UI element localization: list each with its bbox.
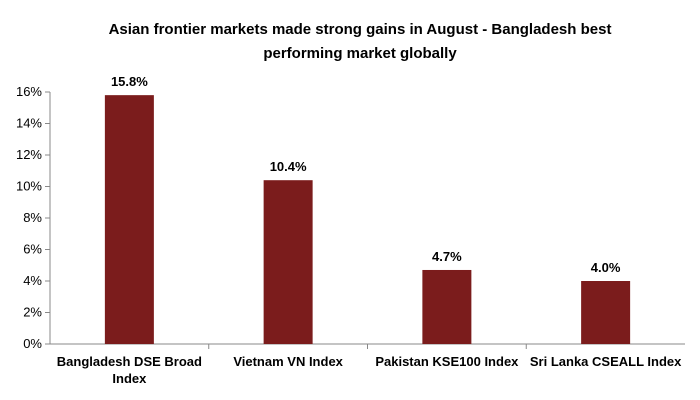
bar bbox=[422, 269, 472, 344]
y-tick-label: 8% bbox=[23, 210, 42, 225]
bar bbox=[263, 180, 313, 344]
data-label: 4.0% bbox=[591, 260, 621, 275]
x-tick-label: Bangladesh DSE Broad bbox=[57, 354, 202, 369]
x-tick-label: Index bbox=[112, 371, 147, 386]
y-tick-label: 6% bbox=[23, 242, 42, 257]
x-tick-label: Sri Lanka CSEALL Index bbox=[530, 354, 682, 369]
y-tick-label: 2% bbox=[23, 305, 42, 320]
x-tick-label: Vietnam VN Index bbox=[233, 354, 343, 369]
chart-title-line-1: Asian frontier markets made strong gains… bbox=[108, 21, 612, 38]
data-label: 4.7% bbox=[432, 249, 462, 264]
x-tick-label: Pakistan KSE100 Index bbox=[375, 354, 519, 369]
chart-title-line-2: performing market globally bbox=[263, 45, 457, 62]
y-tick-label: 0% bbox=[23, 336, 42, 351]
data-label: 10.4% bbox=[270, 159, 307, 174]
bar bbox=[104, 95, 154, 345]
bar bbox=[581, 281, 631, 344]
chart-title: Asian frontier markets made strong gains… bbox=[60, 18, 660, 66]
data-label: 15.8% bbox=[111, 74, 148, 89]
y-tick-label: 10% bbox=[16, 179, 42, 194]
y-tick-label: 16% bbox=[16, 84, 42, 99]
y-tick-label: 12% bbox=[16, 147, 42, 162]
y-tick-label: 4% bbox=[23, 273, 42, 288]
y-tick-label: 14% bbox=[16, 116, 42, 131]
